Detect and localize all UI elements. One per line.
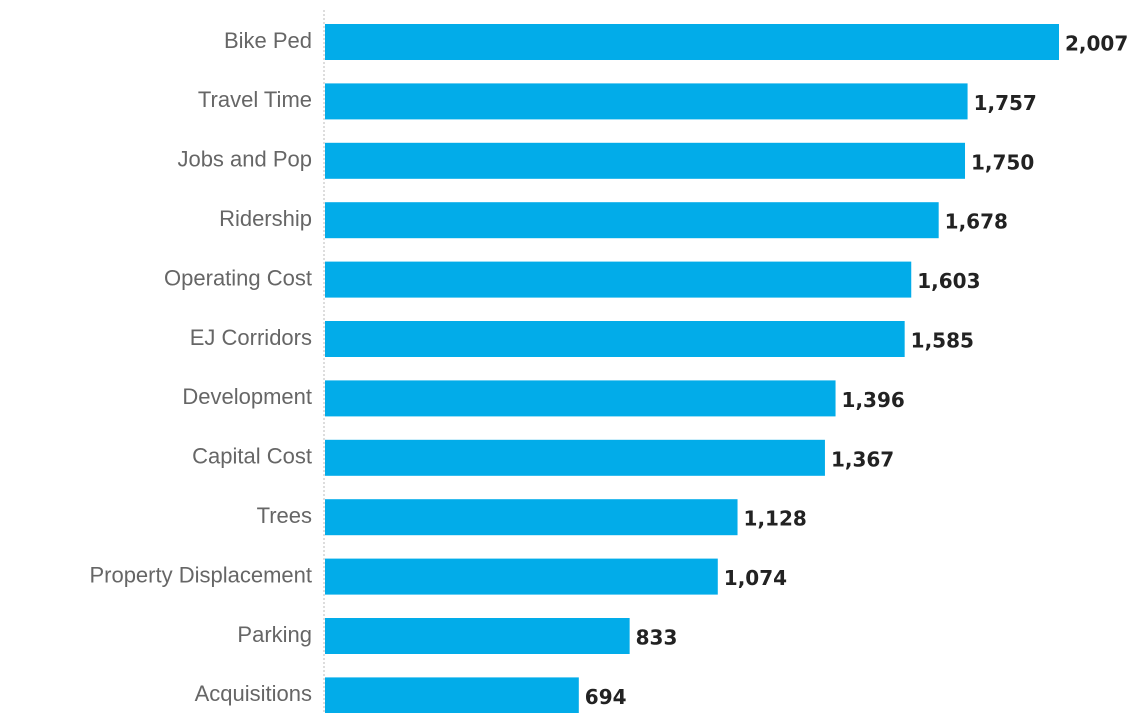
bar bbox=[325, 261, 912, 298]
bar bbox=[325, 83, 968, 120]
category-label: Property Displacement bbox=[89, 562, 312, 587]
category-label: Capital Cost bbox=[192, 444, 312, 469]
bar bbox=[325, 618, 630, 654]
value-label: 694 bbox=[585, 685, 627, 709]
bar bbox=[325, 380, 836, 417]
value-label: 1,750 bbox=[971, 150, 1034, 174]
category-label: Operating Cost bbox=[164, 265, 312, 290]
category-label: Parking bbox=[237, 622, 312, 647]
value-label: 1,396 bbox=[842, 388, 905, 412]
category-label: Acquisitions bbox=[195, 681, 312, 706]
bar bbox=[325, 558, 718, 595]
category-label: Travel Time bbox=[198, 87, 312, 112]
category-label: Jobs and Pop bbox=[177, 147, 312, 172]
category-label: EJ Corridors bbox=[190, 325, 312, 350]
bar bbox=[325, 202, 939, 239]
bar bbox=[325, 499, 738, 536]
category-label: Bike Ped bbox=[224, 28, 312, 53]
bar bbox=[325, 677, 579, 713]
category-label: Development bbox=[182, 384, 312, 409]
value-label: 1,074 bbox=[724, 566, 787, 590]
value-label: 1,585 bbox=[911, 329, 974, 353]
value-label: 2,007 bbox=[1065, 32, 1128, 56]
value-label: 1,603 bbox=[917, 269, 980, 293]
category-label: Ridership bbox=[219, 206, 312, 231]
value-label: 833 bbox=[636, 626, 678, 650]
bar bbox=[325, 142, 966, 179]
bar bbox=[325, 24, 1059, 60]
category-label: Trees bbox=[257, 503, 312, 528]
bar bbox=[325, 439, 825, 476]
value-label: 1,678 bbox=[945, 210, 1008, 234]
value-label: 1,757 bbox=[974, 91, 1037, 115]
value-label: 1,367 bbox=[831, 447, 894, 471]
value-label: 1,128 bbox=[744, 507, 807, 531]
bar bbox=[325, 321, 905, 357]
